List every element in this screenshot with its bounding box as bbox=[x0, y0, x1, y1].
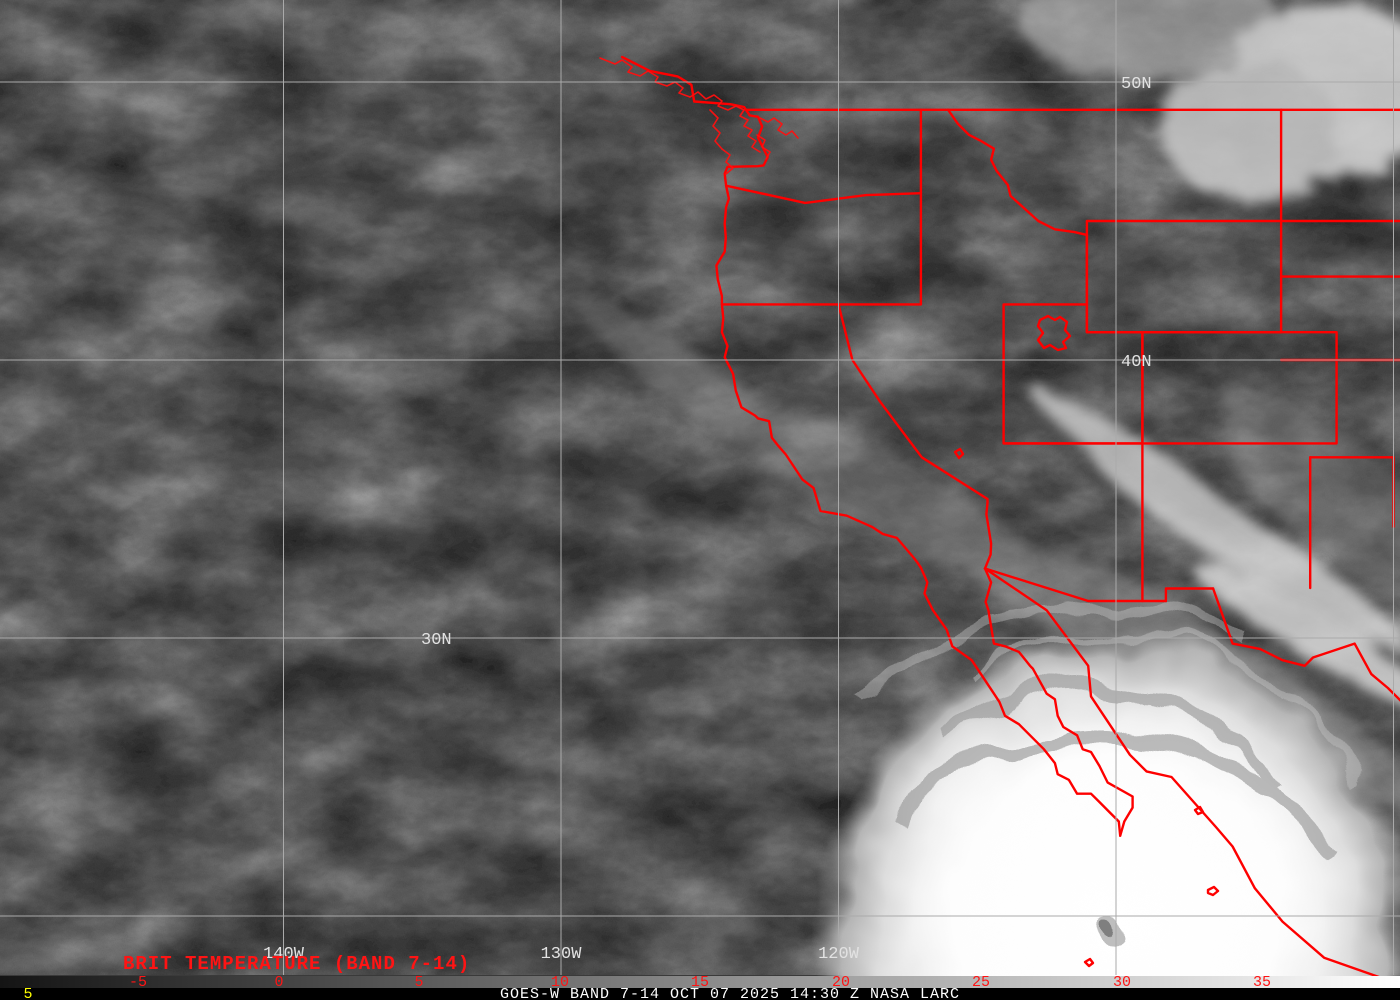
svg-text:BRIT TEMPERATURE (BAND 7-14): BRIT TEMPERATURE (BAND 7-14) bbox=[123, 953, 470, 975]
svg-text:50N: 50N bbox=[1121, 75, 1152, 94]
svg-text:120W: 120W bbox=[818, 945, 860, 964]
svg-text:130W: 130W bbox=[541, 945, 583, 964]
svg-text:30N: 30N bbox=[421, 631, 452, 650]
svg-text:40N: 40N bbox=[1121, 353, 1152, 372]
svg-text:5: 5 bbox=[23, 986, 32, 1000]
svg-text:GOES-W BAND 7-14 OCT 07 2: GOES-W BAND 7-14 OCT 07 2025 14:30 Z NAS… bbox=[500, 986, 960, 1000]
